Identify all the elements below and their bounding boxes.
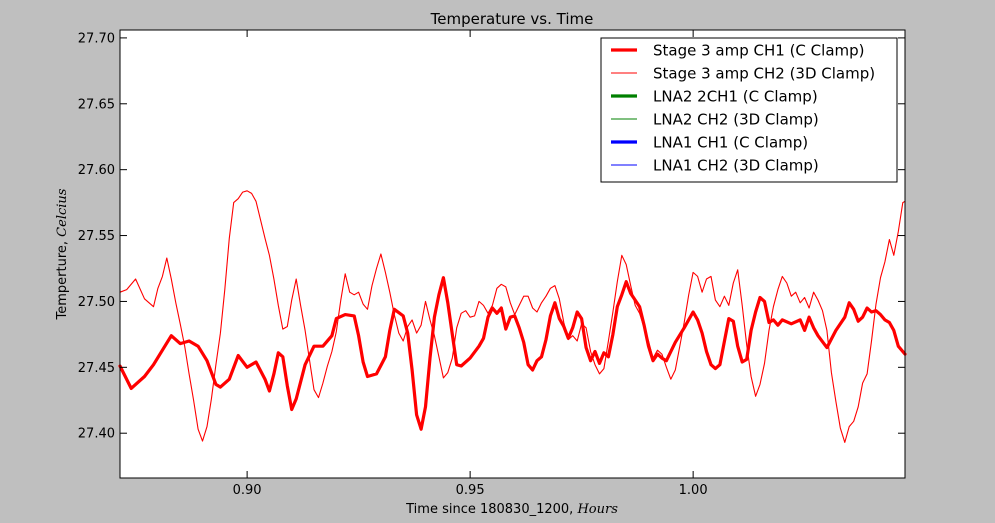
legend-item: Stage 3 amp CH1 (C Clamp)	[611, 42, 865, 60]
y-tick-label: 27.65	[78, 97, 115, 112]
y-axis-unit: Celcius	[55, 188, 70, 237]
legend-label: LNA1 CH1 (C Clamp)	[653, 134, 808, 152]
legend-item: LNA1 CH2 (3D Clamp)	[611, 157, 819, 175]
legend-label: LNA2 2CH1 (C Clamp)	[653, 88, 818, 106]
y-tick-label: 27.70	[78, 31, 115, 46]
legend-item: LNA2 CH2 (3D Clamp)	[611, 111, 819, 129]
y-tick-label: 27.60	[78, 163, 115, 178]
series-line-1	[119, 190, 906, 443]
legend-item: Stage 3 amp CH2 (3D Clamp)	[611, 65, 875, 83]
y-axis-label: Temperture, Celcius	[55, 188, 70, 320]
legend-label: LNA1 CH2 (3D Clamp)	[653, 157, 819, 175]
series-line-0	[118, 276, 907, 431]
y-tick-label: 27.50	[78, 295, 115, 310]
x-axis-label-text: Time since 180830_1200,	[405, 502, 577, 517]
legend-box	[600, 37, 898, 183]
x-axis-unit: Hours	[576, 502, 618, 517]
y-tick-label: 27.40	[78, 427, 115, 442]
chart-title: Temperature vs. Time	[430, 10, 594, 28]
x-tick-label: 1.00	[679, 483, 708, 498]
x-tick-label: 0.95	[456, 483, 485, 498]
legend-label: LNA2 CH2 (3D Clamp)	[653, 111, 819, 129]
axis-ticks: 0.90 0.95 1.00 27.40 27.45 27.50 27.55 27.60 27.…	[78, 30, 905, 498]
x-axis-label: Time since 180830_1200, Hours	[405, 502, 618, 517]
legend-label: Stage 3 amp CH1 (C Clamp)	[653, 42, 865, 60]
y-tick-label: 27.55	[78, 229, 115, 244]
legend-label: Stage 3 amp CH2 (3D Clamp)	[653, 65, 875, 83]
plot-frame	[119, 29, 906, 479]
y-axis-label-text: Temperture,	[55, 237, 70, 321]
x-tick-label: 0.90	[233, 483, 262, 498]
legend-item: LNA1 CH1 (C Clamp)	[611, 134, 808, 152]
legend-item: LNA2 2CH1 (C Clamp)	[611, 88, 818, 106]
series-layer	[118, 190, 907, 443]
y-tick-label: 27.45	[78, 361, 115, 376]
legend: Stage 3 amp CH1 (C Clamp) Stage 3 amp CH2…	[600, 37, 898, 183]
